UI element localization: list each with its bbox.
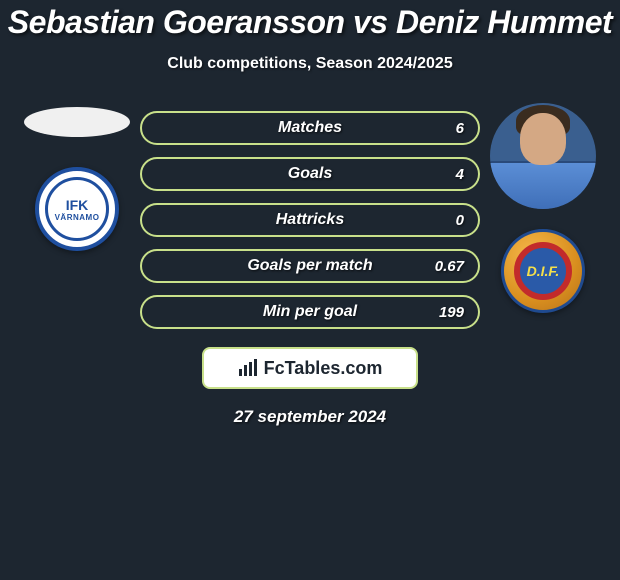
infographic-container: Sebastian Goeransson vs Deniz Hummet Clu… bbox=[0, 0, 620, 427]
stats-bars: Matches6Goals4Hattricks0Goals per match0… bbox=[140, 111, 480, 329]
stat-label: Goals per match bbox=[142, 257, 478, 275]
player-left-column: IFK VÄRNAMO bbox=[22, 103, 132, 251]
watermark: FcTables.com bbox=[202, 347, 418, 389]
player-left-club-badge: IFK VÄRNAMO bbox=[35, 167, 119, 251]
stat-label: Goals bbox=[142, 165, 478, 183]
page-title: Sebastian Goeransson vs Deniz Hummet bbox=[0, 4, 620, 41]
date-text: 27 september 2024 bbox=[0, 407, 620, 427]
club-badge-left-text1: IFK bbox=[66, 197, 89, 213]
stat-bar: Goals4 bbox=[140, 157, 480, 191]
subtitle: Club competitions, Season 2024/2025 bbox=[0, 55, 620, 73]
club-badge-right-text: D.I.F. bbox=[514, 242, 572, 300]
stat-value-right: 199 bbox=[439, 304, 464, 321]
stat-bar: Goals per match0.67 bbox=[140, 249, 480, 283]
stat-label: Min per goal bbox=[142, 303, 478, 321]
content-row: IFK VÄRNAMO Matches6 Goals4 Hattricks0 Goal… bbox=[0, 103, 620, 329]
chart-icon bbox=[238, 359, 258, 377]
stat-bar: Hattricks0 bbox=[140, 203, 480, 237]
player-right-photo bbox=[490, 103, 596, 209]
player-right-column: D.I.F. bbox=[488, 103, 598, 313]
player-left-photo-placeholder bbox=[24, 107, 130, 137]
stat-label: Hattricks bbox=[142, 211, 478, 229]
stat-bar: Matches6 bbox=[140, 111, 480, 145]
stat-bar: Min per goal199 bbox=[140, 295, 480, 329]
club-badge-left-text2: VÄRNAMO bbox=[55, 213, 100, 222]
stat-value-right: 6 bbox=[456, 120, 464, 137]
stat-value-right: 4 bbox=[456, 166, 464, 183]
stat-value-right: 0 bbox=[456, 212, 464, 229]
stat-value-right: 0.67 bbox=[435, 258, 464, 275]
player-right-club-badge: D.I.F. bbox=[501, 229, 585, 313]
stat-label: Matches bbox=[142, 119, 478, 137]
watermark-text: FcTables.com bbox=[264, 358, 383, 379]
